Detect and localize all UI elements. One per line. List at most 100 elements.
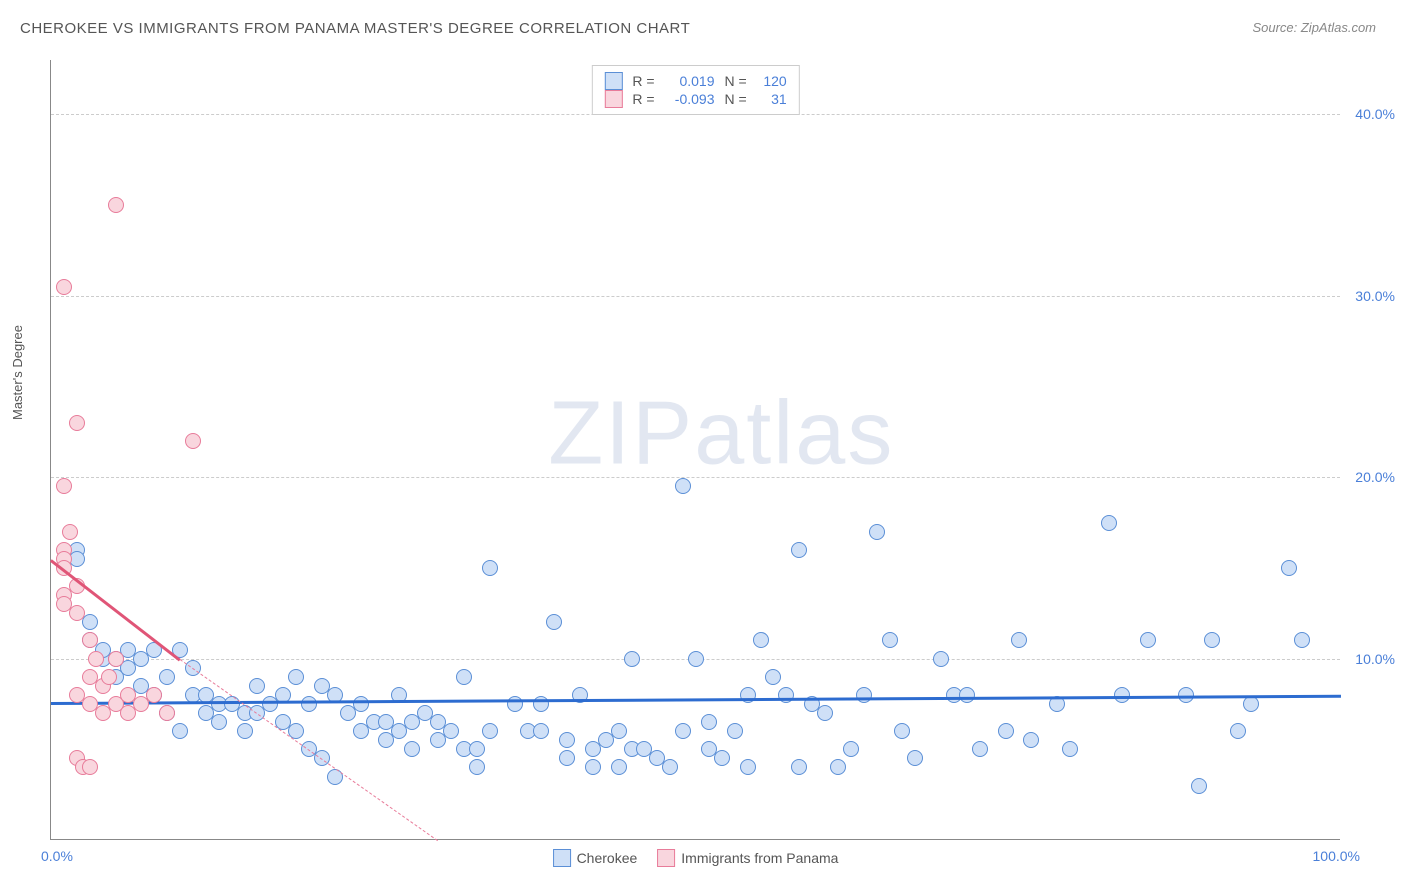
panama-point [62,524,78,540]
chart-title: CHEROKEE VS IMMIGRANTS FROM PANAMA MASTE… [20,20,690,37]
cherokee-point [172,723,188,739]
panama-point [56,478,72,494]
cherokee-point [611,723,627,739]
grid-line [51,296,1340,297]
cherokee-point [624,651,640,667]
legend-swatch [657,849,675,867]
cherokee-point [740,759,756,775]
cherokee-point [559,750,575,766]
y-tick-label: 30.0% [1355,288,1395,304]
panama-point [69,605,85,621]
cherokee-point [998,723,1014,739]
legend-swatch [553,849,571,867]
cherokee-point [482,560,498,576]
legend-row: R =0.019N =120 [604,72,786,90]
cherokee-point [830,759,846,775]
cherokee-point [1011,632,1027,648]
panama-point [82,632,98,648]
cherokee-point [1204,632,1220,648]
cherokee-point [469,759,485,775]
panama-point [82,759,98,775]
legend-item: Immigrants from Panama [657,849,838,867]
panama-point [88,651,104,667]
cherokee-point [1062,741,1078,757]
panama-point [108,651,124,667]
cherokee-point [456,669,472,685]
cherokee-point [701,714,717,730]
r-label: R = [632,91,654,107]
grid-line [51,114,1340,115]
legend-row: R = -0.093 N = 31 [604,90,786,108]
n-value: 120 [757,73,787,89]
series-legend: Cherokee Immigrants from Panama [553,849,839,867]
grid-line [51,477,1340,478]
legend-swatch [604,90,622,108]
r-label: R = [632,73,654,89]
y-axis-label: Master's Degree [10,325,25,420]
cherokee-point [559,732,575,748]
cherokee-point [1114,687,1130,703]
cherokee-point [249,678,265,694]
cherokee-point [1230,723,1246,739]
scatter-chart: ZIPatlas R =0.019N =120R =-0.093N =31 Ch… [50,60,1340,840]
cherokee-point [753,632,769,648]
cherokee-point [933,651,949,667]
panama-point [101,669,117,685]
cherokee-point [482,723,498,739]
cherokee-point [817,705,833,721]
cherokee-point [611,759,627,775]
r-value: -0.093 [665,91,715,107]
panama-point [146,687,162,703]
n-value: 31 [757,91,787,107]
x-tick-label: 0.0% [41,848,73,864]
cherokee-point [778,687,794,703]
x-tick-label: 100.0% [1313,848,1360,864]
cherokee-point [404,741,420,757]
cherokee-point [1191,778,1207,794]
cherokee-point [894,723,910,739]
legend-item: Cherokee [553,849,638,867]
cherokee-point [159,669,175,685]
cherokee-point [675,723,691,739]
cherokee-point [727,723,743,739]
watermark: ZIPatlas [548,382,894,485]
y-tick-label: 40.0% [1355,106,1395,122]
cherokee-point [1243,696,1259,712]
cherokee-point [301,696,317,712]
legend-label: Immigrants from Panama [681,850,838,866]
cherokee-trend-line [51,695,1341,705]
panama-point [185,433,201,449]
cherokee-point [662,759,678,775]
cherokee-point [1023,732,1039,748]
panama-point [108,197,124,213]
cherokee-point [1101,515,1117,531]
cherokee-point [675,478,691,494]
cherokee-point [546,614,562,630]
legend-swatch [604,72,622,90]
cherokee-point [856,687,872,703]
n-label: N = [725,91,747,107]
n-label: N = [725,73,747,89]
cherokee-point [907,750,923,766]
cherokee-point [1140,632,1156,648]
cherokee-point [882,632,898,648]
cherokee-point [791,542,807,558]
cherokee-point [972,741,988,757]
cherokee-point [211,714,227,730]
source-attribution: Source: ZipAtlas.com [1252,20,1376,35]
cherokee-point [791,759,807,775]
y-tick-label: 10.0% [1355,651,1395,667]
cherokee-point [1294,632,1310,648]
cherokee-point [82,614,98,630]
cherokee-point [765,669,781,685]
cherokee-point [353,696,369,712]
legend-label: Cherokee [577,850,638,866]
cherokee-point [443,723,459,739]
panama-point [159,705,175,721]
panama-point [56,279,72,295]
cherokee-point [1281,560,1297,576]
cherokee-point [288,669,304,685]
cherokee-point [869,524,885,540]
cherokee-point [714,750,730,766]
cherokee-point [533,723,549,739]
